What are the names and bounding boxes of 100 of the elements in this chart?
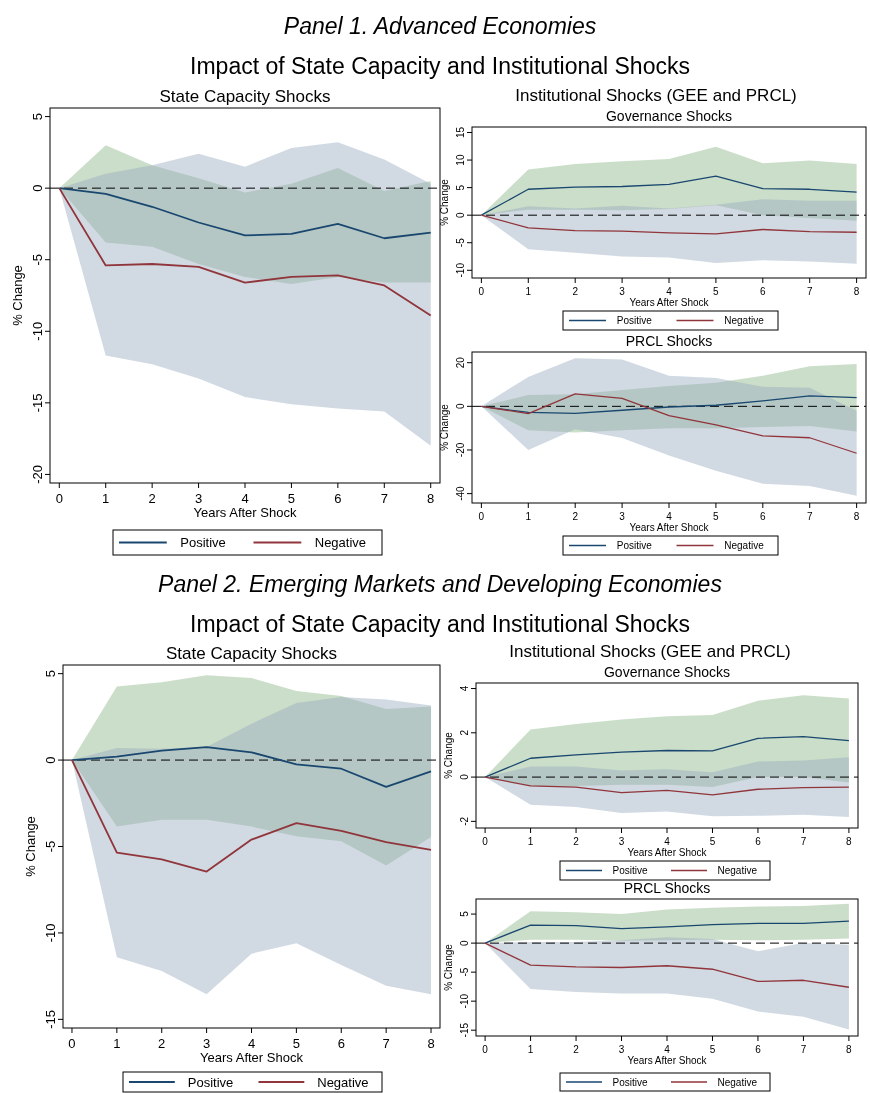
text: Panel 1. Advanced Economies xyxy=(283,13,597,39)
y-axis-title: % Change xyxy=(439,178,450,226)
x-tick-label: 4 xyxy=(666,511,673,522)
legend-label: Negative xyxy=(717,1076,758,1088)
y-axis-title: % Change xyxy=(443,943,454,991)
y-tick-label: -10 xyxy=(455,262,466,278)
x-tick-label: 1 xyxy=(527,836,534,847)
y-tick-label: -5 xyxy=(43,840,58,853)
x-tick-label: 1 xyxy=(102,491,110,506)
y-tick-label: -15 xyxy=(30,393,45,413)
line-series xyxy=(58,187,432,240)
x-tick-label: 7 xyxy=(806,511,813,522)
legend-label: Positive xyxy=(180,535,226,551)
x-axis-title: Years After Shock xyxy=(193,505,297,520)
legend-label: Negative xyxy=(314,535,367,551)
y-tick-label: 10 xyxy=(455,154,466,166)
x-tick-label: 2 xyxy=(573,836,580,847)
x-tick-label: 1 xyxy=(527,1044,534,1055)
legend-label: Positive xyxy=(616,540,653,551)
x-tick-label: 3 xyxy=(619,511,626,522)
x-tick-label: 2 xyxy=(573,1044,580,1055)
line-series xyxy=(484,776,850,796)
x-tick-label: 5 xyxy=(292,1036,300,1051)
x-tick-label: 8 xyxy=(846,836,853,847)
x-tick-label: 8 xyxy=(853,511,860,522)
y-tick-label: 5 xyxy=(455,184,466,191)
y-tick-label: -10 xyxy=(459,993,470,1009)
line-series xyxy=(71,746,432,788)
x-tick-label: 0 xyxy=(482,836,489,847)
text: Impact of State Capacity and Institutional Shocks xyxy=(190,53,690,79)
y-axis-title: % Change xyxy=(10,265,26,326)
y-tick-label: 4 xyxy=(459,685,470,692)
x-tick-label: 8 xyxy=(427,491,435,506)
y-tick-label: 0 xyxy=(30,184,45,192)
x-tick-label: 0 xyxy=(478,286,485,297)
x-tick-label: 6 xyxy=(755,836,762,847)
x-tick-label: 6 xyxy=(337,1036,345,1051)
y-tick-label: 0 xyxy=(459,939,470,946)
y-tick-label: 20 xyxy=(455,356,466,369)
x-tick-label: 4 xyxy=(241,491,249,506)
x-tick-label: 0 xyxy=(68,1036,76,1051)
x-axis-title: Years After Shock xyxy=(627,847,708,858)
x-tick-label: 7 xyxy=(806,286,813,297)
x-tick-label: 4 xyxy=(247,1036,256,1051)
x-tick-label: 7 xyxy=(380,491,388,506)
x-tick-label: 8 xyxy=(846,1044,853,1055)
x-tick-label: 6 xyxy=(760,511,767,522)
x-tick-label: 1 xyxy=(525,511,532,522)
x-tick-label: 1 xyxy=(525,286,532,297)
x-tick-label: 7 xyxy=(800,1044,807,1055)
x-tick-label: 0 xyxy=(482,1044,489,1055)
y-tick-label: 15 xyxy=(455,126,466,139)
legend-label: Positive xyxy=(612,1076,648,1088)
x-tick-label: 5 xyxy=(287,491,296,506)
x-tick-label: 5 xyxy=(713,286,720,297)
y-tick-label: -10 xyxy=(43,923,58,943)
x-tick-label: 2 xyxy=(572,286,579,297)
x-tick-label: 7 xyxy=(382,1036,390,1051)
legend-label: Negative xyxy=(317,1074,369,1090)
x-tick-label: 6 xyxy=(334,491,342,506)
x-tick-label: 5 xyxy=(713,511,720,522)
text: Panel 2. Emerging Markets and Developing Economies xyxy=(158,571,723,597)
x-tick-label: 8 xyxy=(427,1036,435,1051)
chart-title: State Capacity Shocks xyxy=(159,87,331,106)
x-tick-label: 3 xyxy=(618,1044,625,1055)
x-tick-label: 5 xyxy=(709,836,716,847)
y-tick-label: 0 xyxy=(459,773,470,780)
x-tick-label: 3 xyxy=(194,491,203,506)
y-tick-label: 5 xyxy=(459,910,470,917)
x-tick-label: 3 xyxy=(618,836,625,847)
line-series xyxy=(484,735,850,778)
text: Institutional Shocks (GEE and PRCL) xyxy=(515,86,797,105)
x-tick-label: 2 xyxy=(158,1036,166,1051)
y-tick-label: 2 xyxy=(459,729,470,736)
x-tick-label: 2 xyxy=(148,491,156,506)
y-tick-label: 0 xyxy=(455,211,466,218)
y-tick-label: -10 xyxy=(30,321,45,341)
x-axis-title: Years After Shock xyxy=(627,1055,708,1066)
chart-title: Governance Shocks xyxy=(603,664,731,680)
y-tick-label: -5 xyxy=(459,967,470,977)
y-tick-label: -20 xyxy=(30,465,45,484)
line-series xyxy=(484,920,850,944)
x-tick-label: 8 xyxy=(853,286,860,297)
line-series xyxy=(480,393,858,454)
line-series xyxy=(480,214,858,235)
line-series xyxy=(480,175,858,216)
x-tick-label: 7 xyxy=(800,836,807,847)
x-axis-title: Years After Shock xyxy=(200,1050,304,1065)
x-tick-label: 5 xyxy=(709,1044,716,1055)
x-tick-label: 4 xyxy=(666,286,673,297)
legend-label: Positive xyxy=(187,1074,234,1090)
y-axis-title: % Change xyxy=(439,403,450,451)
y-tick-label: -40 xyxy=(455,485,466,501)
x-tick-label: 6 xyxy=(755,1044,762,1055)
line-series xyxy=(71,759,432,873)
y-tick-label: 5 xyxy=(30,112,45,121)
y-tick-label: 5 xyxy=(43,670,58,678)
y-tick-label: -5 xyxy=(30,253,45,266)
chart-title: PRCL Shocks xyxy=(625,333,713,349)
legend-label: Negative xyxy=(724,315,765,326)
